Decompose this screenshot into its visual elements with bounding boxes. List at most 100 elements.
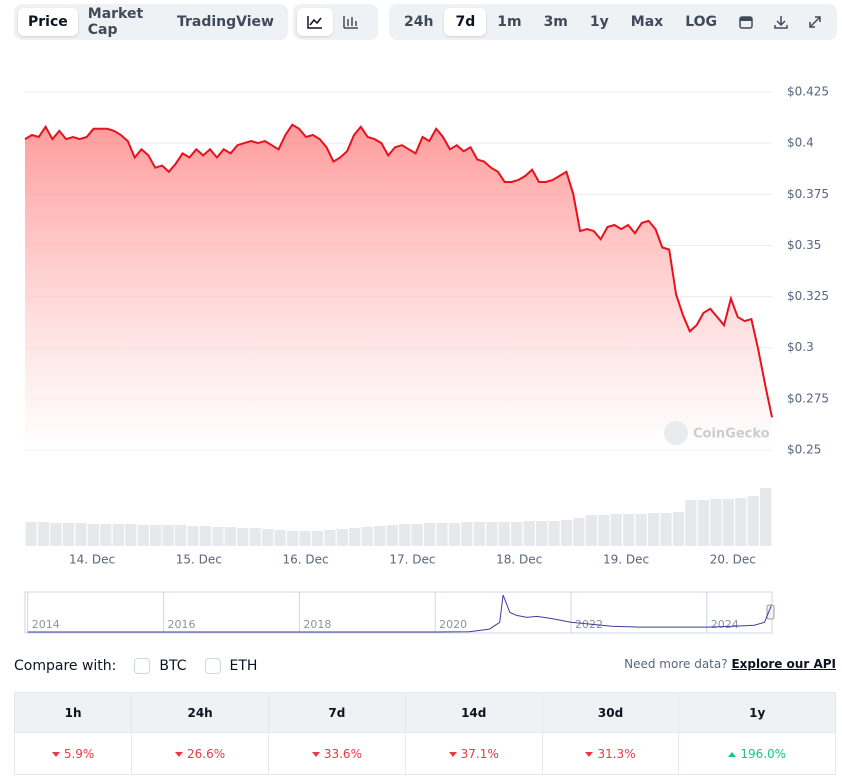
volume-bar: [623, 514, 635, 546]
y-tick-label: $0.25: [787, 443, 821, 457]
x-tick-label: 14. Dec: [69, 553, 115, 567]
volume-bar: [760, 488, 772, 546]
volume-bar: [212, 527, 224, 546]
volume-bar: [635, 514, 647, 546]
volume-bar: [523, 521, 535, 546]
compare-option[interactable]: ETH: [229, 658, 258, 674]
x-tick-label: 19. Dec: [603, 553, 649, 567]
change-cell: 5.9%: [14, 732, 133, 775]
column-header: 7d: [268, 692, 406, 733]
arrow: [311, 751, 320, 757]
change-cell: 196.0%: [678, 732, 836, 775]
volume-bar: [336, 529, 348, 546]
volume-bar: [498, 522, 510, 546]
y-tick-label: $0.4: [787, 136, 814, 150]
y-tick-label: $0.325: [787, 289, 829, 303]
volume-bar: [461, 522, 473, 546]
volume-bar: [311, 531, 324, 546]
y-tick-label: $0.275: [787, 391, 829, 405]
nav-tick-label: 2016: [168, 618, 196, 631]
volume-bar: [237, 528, 249, 546]
nav-tick-label: 2018: [303, 618, 331, 631]
volume-bar: [162, 525, 174, 546]
x-tick-label: 15. Dec: [176, 553, 222, 567]
range-button[interactable]: 1y: [589, 14, 609, 30]
api-note: Need more data? Explore our API: [624, 657, 836, 671]
nav-tick-label: 2024: [711, 618, 739, 631]
candle-chart-button[interactable]: [333, 8, 369, 36]
price-area: [25, 124, 772, 450]
volume-bar: [374, 526, 386, 546]
y-tick-label: $0.375: [787, 187, 829, 201]
navigator-handle[interactable]: [766, 604, 775, 620]
volume-bar: [399, 524, 411, 546]
volume-bar: [722, 499, 734, 546]
api-link[interactable]: Explore our API: [731, 657, 836, 671]
compare-label: Compare with:: [14, 658, 117, 674]
column-header: 1h: [14, 692, 133, 733]
nav-tick-label: 2022: [575, 618, 603, 631]
range-button[interactable]: 24h: [404, 14, 434, 30]
icon: [738, 16, 753, 29]
volume-bar: [299, 531, 311, 546]
volume-bar: [660, 513, 672, 546]
column-header: 1y: [678, 692, 836, 733]
fullscreen-button[interactable]: [798, 8, 833, 36]
change-value: 5.9%: [63, 746, 95, 761]
header-row: 1h 24h 7d 14d 30d 1y: [14, 692, 836, 733]
calendar-button[interactable]: [728, 8, 763, 36]
volume-bar: [50, 523, 62, 546]
nav-line: [27, 594, 772, 633]
volume-bar: [411, 524, 423, 546]
range-button[interactable]: LOG: [685, 14, 718, 30]
volume-bar: [150, 525, 162, 546]
range-button[interactable]: 3m: [543, 14, 568, 30]
volume-bar: [448, 523, 461, 546]
change-value: 31.3%: [597, 746, 636, 761]
download-button[interactable]: [763, 8, 798, 36]
volume-bar: [697, 500, 710, 546]
volume-bar: [100, 524, 112, 546]
api-text: Need more data?: [624, 657, 728, 671]
volume-bar: [598, 515, 610, 546]
y-tick-label: $0.425: [787, 85, 829, 99]
volume-bar: [710, 499, 722, 546]
volume-bar: [125, 524, 137, 546]
range-button[interactable]: 7d: [444, 8, 487, 36]
volume-bar: [187, 526, 199, 546]
volume-bar: [747, 496, 759, 546]
range-button[interactable]: Max: [630, 14, 664, 30]
change-value: 196.0%: [740, 746, 787, 761]
volume-bar: [672, 512, 685, 546]
volume-bar: [610, 514, 622, 546]
volume-bar: [62, 523, 75, 546]
volume-bar: [386, 525, 398, 546]
icon: [343, 16, 358, 29]
checkbox[interactable]: [134, 658, 151, 674]
value-row: 5.9% 26.6% 33.6% 37.1% 31.3% 196.0%: [14, 732, 836, 775]
x-tick-label: 16. Dec: [283, 553, 329, 567]
x-tick-label: 20. Dec: [710, 553, 756, 567]
column-header: 14d: [405, 692, 543, 733]
range-button[interactable]: 1m: [497, 14, 522, 30]
volume-bar: [573, 518, 585, 546]
checkbox[interactable]: [204, 658, 221, 674]
tab-button[interactable]: TradingView: [177, 14, 274, 30]
compare-option[interactable]: BTC: [159, 658, 187, 674]
change-value: 37.1%: [460, 746, 499, 761]
volume-bar: [486, 522, 498, 546]
line-chart-button[interactable]: [297, 8, 333, 36]
volume-bar: [560, 520, 573, 546]
change-cell: 26.6%: [131, 732, 269, 775]
volume-bar: [274, 530, 286, 546]
volume-bar: [174, 525, 187, 546]
y-tick-label: $0.3: [787, 340, 814, 354]
tab-button[interactable]: Market Cap: [87, 6, 144, 38]
column-header: 24h: [131, 692, 269, 733]
tab-button[interactable]: Price: [18, 8, 78, 36]
chart-type-group: [293, 4, 378, 40]
volume-bar: [436, 523, 448, 546]
volume-bar: [224, 527, 236, 546]
arrow: [175, 751, 184, 757]
